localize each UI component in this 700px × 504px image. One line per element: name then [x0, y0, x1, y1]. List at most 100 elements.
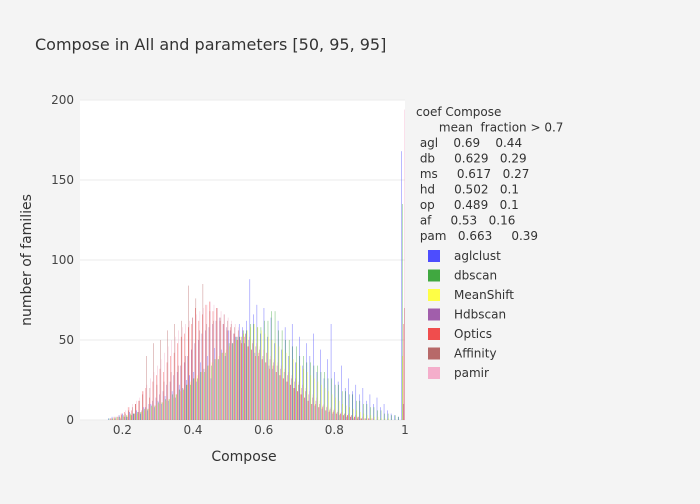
- bar: [304, 397, 305, 420]
- bar: [199, 311, 201, 420]
- bar: [142, 394, 144, 420]
- bar: [190, 381, 192, 420]
- bar: [333, 410, 334, 420]
- bar: [286, 381, 288, 420]
- bar: [251, 349, 252, 420]
- bar: [343, 415, 344, 420]
- bar: [348, 378, 349, 420]
- bar: [171, 340, 172, 420]
- bar: [363, 413, 365, 420]
- bar: [120, 413, 122, 420]
- bar: [324, 388, 326, 420]
- bar: [161, 402, 163, 420]
- bar: [225, 349, 227, 420]
- bar: [241, 336, 242, 420]
- bar: [266, 352, 267, 420]
- bar: [283, 378, 284, 420]
- legend[interactable]: aglclust dbscan MeanShift Hdbscan Optics Affi…: [428, 249, 514, 380]
- bar: [227, 320, 228, 420]
- bar: [124, 413, 126, 420]
- bar: [182, 389, 184, 420]
- bar: [263, 308, 265, 420]
- bar: [184, 333, 185, 420]
- series-pamir: [111, 109, 405, 420]
- bar: [293, 388, 295, 420]
- annotation-line: af 0.53 0.16: [416, 214, 515, 228]
- bar: [127, 407, 129, 420]
- legend-item-Hdbscan[interactable]: Hdbscan: [428, 308, 506, 322]
- bar: [123, 416, 124, 420]
- bar: [336, 412, 338, 420]
- bar: [114, 416, 116, 420]
- bar: [195, 308, 196, 420]
- bar: [200, 362, 201, 420]
- bar: [284, 368, 285, 420]
- legend-item-MeanShift[interactable]: MeanShift: [428, 288, 514, 302]
- legend-item-aglclust[interactable]: aglclust: [428, 249, 501, 263]
- bar: [343, 413, 345, 420]
- bar: [391, 415, 392, 420]
- bar: [129, 413, 131, 420]
- bar: [328, 412, 330, 420]
- bar: [252, 340, 254, 420]
- bar: [223, 314, 225, 420]
- bar: [197, 378, 198, 420]
- bar: [273, 362, 274, 420]
- bar: [295, 346, 297, 420]
- x-tick-label: 0.8: [325, 423, 344, 437]
- bar: [332, 413, 333, 420]
- bar: [256, 304, 258, 420]
- bar: [360, 418, 362, 420]
- bar: [218, 359, 219, 420]
- bar: [249, 279, 251, 420]
- bar: [175, 394, 177, 420]
- legend-item-Optics[interactable]: Optics: [428, 327, 492, 341]
- bar: [217, 359, 219, 420]
- bar: [122, 415, 124, 420]
- bar: [228, 330, 229, 420]
- bar: [243, 333, 245, 420]
- bar: [159, 394, 160, 420]
- bar: [344, 388, 346, 420]
- bar: [374, 416, 375, 420]
- bar: [121, 413, 123, 420]
- bar: [319, 404, 320, 420]
- bar: [371, 418, 373, 420]
- bar: [137, 413, 139, 420]
- bar: [255, 356, 256, 420]
- bar: [206, 304, 208, 420]
- x-axis-title: Compose: [211, 449, 276, 465]
- bar: [236, 336, 238, 420]
- bar: [220, 311, 222, 420]
- bar: [163, 381, 165, 420]
- bar: [246, 330, 248, 420]
- bar: [235, 336, 237, 420]
- bar: [351, 415, 353, 420]
- x-tick-label: 0.4: [183, 423, 202, 437]
- legend-item-pamir[interactable]: pamir: [428, 366, 489, 380]
- legend-item-Affinity[interactable]: Affinity: [428, 347, 497, 361]
- bar: [322, 407, 323, 420]
- bar: [216, 308, 218, 420]
- bar: [224, 356, 226, 420]
- bar: [202, 314, 203, 420]
- bar: [222, 324, 224, 420]
- bar: [282, 349, 283, 420]
- bar: [242, 330, 243, 420]
- bar: [211, 362, 213, 420]
- bar: [154, 407, 155, 420]
- bar: [310, 375, 312, 420]
- bar: [271, 340, 273, 420]
- bar: [184, 356, 186, 420]
- bar: [167, 346, 169, 420]
- bar: [219, 320, 221, 420]
- bar: [267, 320, 269, 420]
- bar: [245, 333, 247, 420]
- bar: [117, 416, 118, 420]
- bar: [275, 372, 277, 420]
- legend-item-dbscan[interactable]: dbscan: [428, 269, 497, 283]
- bar: [257, 327, 258, 420]
- bar: [197, 375, 199, 420]
- bar: [224, 314, 225, 420]
